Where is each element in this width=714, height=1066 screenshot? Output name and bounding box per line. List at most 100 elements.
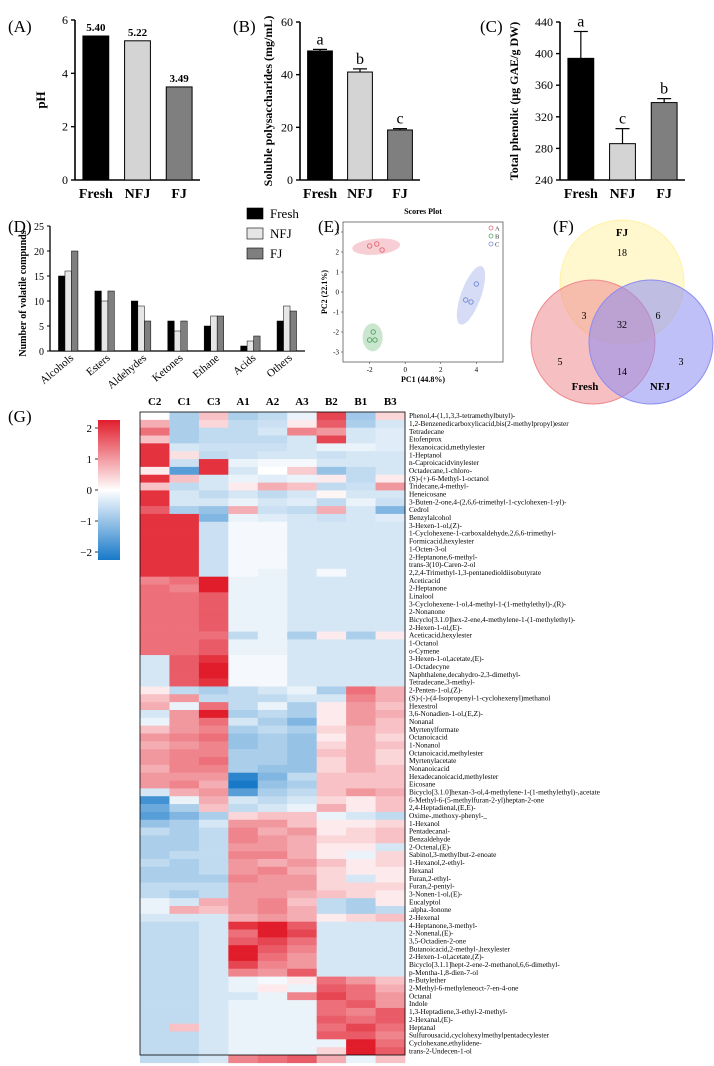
heatmap-cell	[140, 968, 170, 977]
row-label: 2-Hexanal,(E)-	[409, 1015, 454, 1024]
heatmap-cell	[346, 772, 376, 781]
heatmap-cell	[169, 482, 200, 491]
heatmap-cell	[346, 623, 376, 632]
heatmap-cell	[375, 670, 406, 679]
heatmap-cell	[375, 662, 406, 672]
row-label: Octanoicacid	[409, 733, 448, 742]
heatmap-cell	[257, 819, 288, 828]
heatmap-cell	[316, 521, 347, 530]
heatmap-cell	[198, 882, 229, 891]
y-tick-label: 0	[287, 173, 293, 187]
heatmap-cell	[169, 858, 200, 868]
heatmap-cell	[287, 482, 317, 491]
heatmap-cell	[169, 976, 200, 985]
heatmap-cell	[346, 678, 376, 687]
heatmap-cell	[169, 702, 200, 711]
heatmap-cell	[287, 490, 317, 499]
heatmap-cell	[346, 764, 376, 774]
heatmap-cell	[228, 435, 259, 444]
heatmap-cell	[346, 709, 376, 719]
heatmap-cell	[346, 945, 376, 954]
heatmap-cell	[287, 921, 317, 930]
heatmap-cell	[316, 882, 347, 891]
heatmap-cell	[257, 906, 288, 915]
heatmap-cell	[140, 757, 170, 766]
heatmap-cell	[169, 615, 200, 625]
heatmap-cell	[346, 490, 376, 499]
heatmap-cell	[287, 835, 317, 844]
bar	[165, 86, 193, 181]
heatmap-cell	[316, 529, 347, 538]
heatmap-cell	[287, 772, 317, 781]
heatmap-cell	[169, 537, 200, 546]
row-label: Sabinol,3-methylbut-2-enoate	[409, 850, 496, 859]
row-label: 1-Hexanol,2-ethyl-	[409, 858, 465, 867]
heatmap-cell	[316, 506, 347, 515]
heatmap-cell	[346, 929, 376, 938]
y-tick-label: 2	[62, 120, 68, 134]
heatmap-cell	[169, 474, 200, 483]
heatmap-cell	[316, 537, 347, 546]
heatmap-cell	[169, 772, 200, 781]
heatmap-cell	[198, 890, 229, 899]
heatmap-cell	[346, 521, 376, 530]
heatmap-cell	[287, 898, 317, 907]
row-label: 2-Heptanone,6-methyl-	[409, 552, 478, 561]
heatmap-cell	[198, 937, 229, 946]
heatmap-cell	[140, 513, 170, 523]
heatmap-cell	[346, 639, 376, 648]
heatmap-cell	[140, 835, 170, 844]
heatmap-cell	[287, 686, 317, 695]
heatmap-cell	[228, 694, 259, 703]
chart-title: Scores Plot	[404, 207, 442, 216]
row-label: n-Butylether	[409, 976, 446, 985]
heatmap-cell	[346, 568, 376, 577]
heatmap-cell	[287, 568, 317, 577]
bar	[289, 310, 297, 352]
heatmap-cell	[375, 608, 406, 617]
score-point	[366, 243, 373, 249]
heatmap-cell	[375, 906, 406, 915]
heatmap-cell	[228, 976, 259, 985]
heatmap-cell	[198, 1031, 229, 1040]
bar	[94, 290, 102, 352]
panel-E: (E) Scores Plot -2 0 2 4 -3 -2 -1 0 1 2 3 PC1 (44.8%)…	[318, 207, 504, 384]
heatmap-cell	[257, 890, 288, 899]
heatmap-cell	[287, 443, 317, 452]
x-tick-label: Esters	[84, 352, 112, 378]
heatmap-cell	[198, 694, 229, 703]
column-label: A1	[236, 396, 249, 408]
heatmap-cell	[169, 592, 200, 601]
heatmap-cell	[257, 482, 288, 491]
heatmap-cell	[169, 835, 200, 844]
heatmap-cell	[198, 435, 229, 444]
heatmap-cell	[140, 866, 170, 875]
heatmap-cell	[198, 929, 229, 938]
heatmap-cell	[316, 858, 347, 868]
heatmap-cell	[316, 992, 347, 1001]
heatmap-cell	[198, 686, 229, 695]
heatmap-cell	[375, 811, 406, 821]
bar	[101, 300, 109, 352]
heatmap-cell	[198, 913, 229, 922]
heatmap-cell	[316, 804, 347, 813]
heatmap-cell	[198, 631, 229, 640]
heatmap-cell	[316, 513, 347, 523]
row-label: 2,4-Heptadienal,(E,E)-	[409, 803, 476, 812]
bar	[137, 305, 145, 352]
heatmap-cell	[346, 749, 376, 758]
row-label: n-Caproicacidvinylester	[409, 458, 480, 467]
heatmap-cell	[375, 984, 406, 993]
x-tick-label: Others	[265, 352, 295, 380]
heatmap-cell	[140, 655, 170, 664]
heatmap-cell	[198, 874, 229, 883]
heatmap-cell	[346, 843, 376, 852]
heatmap-cell	[375, 631, 406, 640]
heatmap-cell	[287, 639, 317, 648]
heatmap-cell	[169, 811, 200, 821]
panel-label: (F)	[553, 217, 574, 236]
y-tick-label: 0	[62, 173, 68, 187]
legend-label: C	[495, 242, 499, 249]
heatmap-cell	[287, 882, 317, 891]
row-label: Bicyclo[3.1.0]hexan-3-ol,4-methylene-1-(…	[409, 788, 600, 797]
